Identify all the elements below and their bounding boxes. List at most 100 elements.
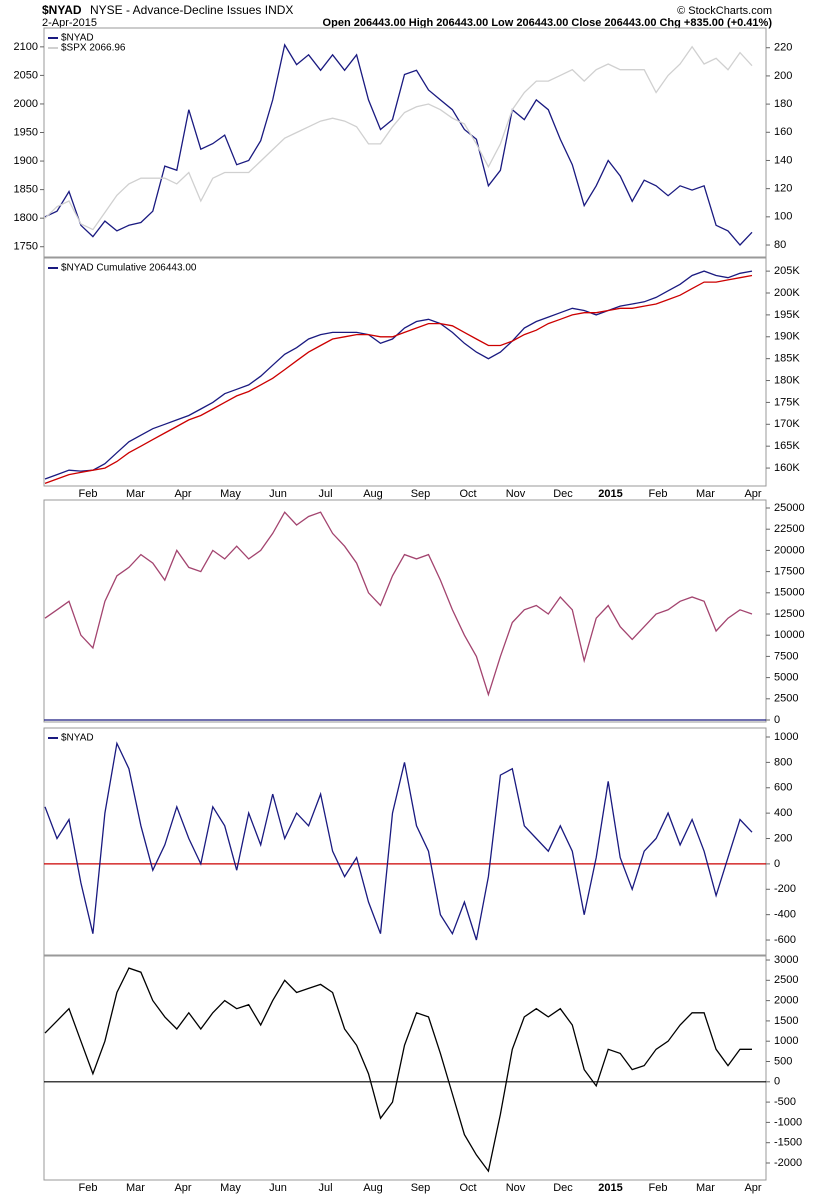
series-line bbox=[44, 274, 753, 485]
x-tick-label: Aug bbox=[363, 488, 383, 500]
legend-label: $NYAD bbox=[61, 33, 94, 44]
x-tick-label: Apr bbox=[744, 1182, 761, 1194]
y-tick-label: 1500 bbox=[774, 1015, 798, 1027]
y-tick-label: 200 bbox=[774, 70, 792, 82]
y-tick-label: 185K bbox=[774, 353, 800, 365]
x-tick-label: Dec bbox=[553, 1182, 573, 1194]
series-line bbox=[44, 45, 753, 231]
y-tick-label: 1000 bbox=[774, 1035, 798, 1047]
symbol: $NYAD bbox=[42, 3, 82, 17]
y-tick-label: 2500 bbox=[774, 693, 798, 705]
y-tick-label: 5000 bbox=[774, 672, 798, 684]
x-tick-label: 2015 bbox=[598, 1182, 622, 1194]
y-tick-label: -1000 bbox=[774, 1116, 802, 1128]
x-tick-label: Jun bbox=[269, 1182, 287, 1194]
series-line bbox=[44, 511, 753, 697]
y-tick-label: 17500 bbox=[774, 566, 805, 578]
x-tick-label: Apr bbox=[744, 488, 761, 500]
panel-frame bbox=[43, 499, 767, 723]
x-tick-label: Feb bbox=[649, 1182, 668, 1194]
y-tick-label: -1500 bbox=[774, 1137, 802, 1149]
y-tick-label: 205K bbox=[774, 265, 800, 277]
y-tick-label: 500 bbox=[774, 1055, 792, 1067]
copyright: © StockCharts.com bbox=[677, 5, 772, 17]
x-tick-label: Feb bbox=[79, 488, 98, 500]
y-tick-label: 120 bbox=[774, 183, 792, 195]
y-tick-label: 7500 bbox=[774, 650, 798, 662]
y-tick-label: -200 bbox=[774, 883, 796, 895]
y-tick-label: 180 bbox=[774, 98, 792, 110]
y-tick-label: 2500 bbox=[774, 974, 798, 986]
y-tick-label: 800 bbox=[774, 756, 792, 768]
y-tick-label: 0 bbox=[774, 714, 780, 726]
y-tick-label: 0 bbox=[774, 858, 780, 870]
y-tick-label: 195K bbox=[774, 309, 800, 321]
y-tick-label: 1750 bbox=[14, 241, 38, 253]
x-tick-label: Jul bbox=[318, 488, 332, 500]
y-tick-label: 2000 bbox=[774, 995, 798, 1007]
x-tick-label: Mar bbox=[696, 1182, 715, 1194]
y-tick-label: 2100 bbox=[14, 41, 38, 53]
x-tick-label: Nov bbox=[506, 488, 526, 500]
panel-frame bbox=[43, 257, 767, 487]
y-tick-label: 10000 bbox=[774, 629, 805, 641]
legend-label: $NYAD Cumulative 206443.00 bbox=[61, 263, 197, 274]
y-tick-label: 220 bbox=[774, 42, 792, 54]
y-tick-label: 2050 bbox=[14, 69, 38, 81]
y-tick-label: 170K bbox=[774, 418, 800, 430]
y-tick-label: 80 bbox=[774, 239, 786, 251]
y-tick-label: -2000 bbox=[774, 1157, 802, 1169]
x-tick-label: Dec bbox=[553, 488, 573, 500]
legend-label: $SPX 2066.96 bbox=[61, 43, 126, 54]
x-tick-label: Oct bbox=[459, 488, 476, 500]
panel-frame bbox=[43, 27, 767, 258]
y-tick-label: -600 bbox=[774, 934, 796, 946]
x-tick-label: Feb bbox=[79, 1182, 98, 1194]
series-line bbox=[44, 270, 753, 480]
y-tick-label: 165K bbox=[774, 440, 800, 452]
date: 2-Apr-2015 bbox=[42, 17, 97, 29]
x-tick-label: Nov bbox=[506, 1182, 526, 1194]
y-tick-label: 1950 bbox=[14, 126, 38, 138]
y-tick-label: 12500 bbox=[774, 608, 805, 620]
y-tick-label: 100 bbox=[774, 211, 792, 223]
series-line bbox=[44, 741, 753, 941]
panel-frame bbox=[43, 955, 767, 1181]
y-tick-label: 200K bbox=[774, 287, 800, 299]
y-tick-label: 15000 bbox=[774, 587, 805, 599]
legend-label: $NYAD bbox=[61, 733, 94, 744]
y-tick-label: 200 bbox=[774, 832, 792, 844]
y-tick-label: 175K bbox=[774, 396, 800, 408]
y-tick-label: -500 bbox=[774, 1096, 796, 1108]
y-tick-label: 180K bbox=[774, 374, 800, 386]
y-tick-label: 1900 bbox=[14, 155, 38, 167]
y-tick-label: 400 bbox=[774, 807, 792, 819]
y-tick-label: 22500 bbox=[774, 523, 805, 535]
series-line bbox=[44, 43, 753, 246]
y-tick-label: 140 bbox=[774, 154, 792, 166]
x-tick-label: Sep bbox=[411, 1182, 431, 1194]
x-tick-label: Feb bbox=[649, 488, 668, 500]
y-tick-label: 160 bbox=[774, 126, 792, 138]
y-tick-label: 3000 bbox=[774, 954, 798, 966]
y-tick-label: 20000 bbox=[774, 544, 805, 556]
y-tick-label: 25000 bbox=[774, 502, 805, 514]
y-tick-label: 190K bbox=[774, 331, 800, 343]
x-tick-label: Sep bbox=[411, 488, 431, 500]
description: NYSE - Advance-Decline Issues INDX bbox=[90, 3, 293, 17]
panel-frame bbox=[43, 727, 767, 956]
y-tick-label: 2000 bbox=[14, 98, 38, 110]
x-tick-label: May bbox=[220, 488, 241, 500]
x-tick-label: Jun bbox=[269, 488, 287, 500]
x-tick-label: 2015 bbox=[598, 488, 622, 500]
x-tick-label: Mar bbox=[126, 1182, 145, 1194]
y-tick-label: -400 bbox=[774, 909, 796, 921]
x-tick-label: Apr bbox=[174, 1182, 191, 1194]
y-tick-label: 1000 bbox=[774, 731, 798, 743]
series-line bbox=[44, 967, 752, 1173]
x-tick-label: May bbox=[220, 1182, 241, 1194]
y-tick-label: 600 bbox=[774, 782, 792, 794]
x-tick-label: Jul bbox=[318, 1182, 332, 1194]
y-tick-label: 160K bbox=[774, 462, 800, 474]
